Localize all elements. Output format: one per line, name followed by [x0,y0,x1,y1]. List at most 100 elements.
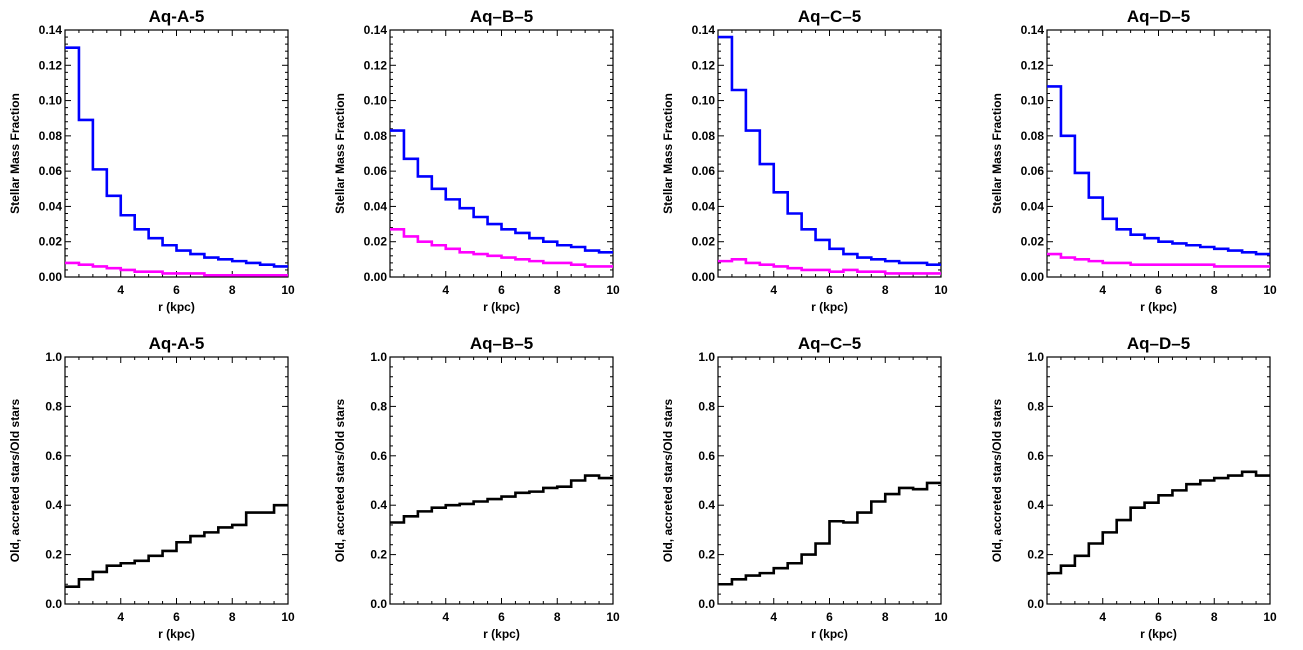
plot-frame [1046,356,1271,605]
y-tick-label: 0.08 [1021,129,1045,143]
y-tick-label: 0.12 [364,58,388,72]
series-line-2 [65,261,288,277]
y-tick-label: 0.0 [370,597,387,611]
y-axis-label: Stellar Mass Fraction [990,93,1004,214]
y-axis-label: Stellar Mass Fraction [661,93,675,214]
panel-title: Aq-A-5 [149,7,205,26]
y-tick-label: 0.02 [364,235,388,249]
panel-title: Aq–D–5 [1127,334,1190,353]
x-tick-label: 8 [882,283,889,297]
x-tick-label: 6 [826,283,833,297]
y-tick-label: 0.04 [1021,199,1045,213]
y-tick-label: 1.0 [45,350,62,364]
x-tick-label: 10 [1263,283,1277,297]
x-tick-label: 8 [229,283,236,297]
panel-title: Aq–D–5 [1127,7,1190,26]
x-axis-label: r (kpc) [811,627,848,641]
x-tick-label: 8 [554,283,561,297]
x-axis-label: r (kpc) [811,300,848,314]
x-tick-label: 4 [442,610,449,624]
x-axis-label: r (kpc) [158,627,195,641]
y-axis-label: Stellar Mass Fraction [8,93,22,214]
series-line-2 [718,258,941,275]
y-axis-label: Old, accreted stars/Old stars [333,398,347,562]
x-tick-label: 6 [173,610,180,624]
y-tick-label: 0.0 [1027,597,1044,611]
y-tick-label: 0.8 [1027,399,1044,413]
y-tick-label: 0.2 [698,548,715,562]
series-line-1 [1047,85,1270,256]
chart-panel-4: Aq–D–5 4 6 8 10 0.00 0.02 0.04 0.06 0.08 0.10 0.12 0… [990,7,1277,314]
x-tick-label: 10 [606,283,620,297]
series-line-1 [65,503,288,589]
y-tick-label: 0.4 [45,498,62,512]
x-tick-label: 8 [1211,610,1218,624]
y-tick-label: 0.0 [698,597,715,611]
panel-title: Aq–C–5 [798,7,861,26]
x-tick-label: 6 [173,283,180,297]
y-tick-label: 0.14 [39,23,63,37]
x-tick-label: 4 [117,283,124,297]
panel-title: Aq–B–5 [470,334,533,353]
x-tick-label: 8 [554,610,561,624]
y-tick-label: 0.00 [364,270,388,284]
x-axis-label: r (kpc) [1140,627,1177,641]
plot-frame [64,29,289,278]
x-tick-label: 10 [281,283,295,297]
series-line-1 [718,35,941,266]
x-tick-label: 4 [117,610,124,624]
y-tick-label: 0.6 [698,449,715,463]
x-tick-label: 6 [1155,283,1162,297]
y-tick-label: 0.8 [45,399,62,413]
y-tick-label: 0.06 [692,164,716,178]
y-tick-label: 0.10 [364,94,388,108]
x-tick-label: 10 [934,283,948,297]
chart-panel-2: Aq–B–5 4 6 8 10 0.00 0.02 0.04 0.06 0.08 0.10 0.12 0… [333,7,620,314]
series-line-1 [390,129,613,254]
y-tick-label: 0.02 [39,235,63,249]
y-tick-label: 0.6 [45,449,62,463]
y-tick-label: 0.2 [45,548,62,562]
y-tick-label: 0.04 [364,199,388,213]
y-axis-label: Stellar Mass Fraction [333,93,347,214]
x-tick-label: 8 [882,610,889,624]
x-tick-label: 6 [826,610,833,624]
panel-title: Aq–B–5 [470,7,533,26]
y-tick-label: 0.06 [1021,164,1045,178]
x-axis-label: r (kpc) [483,300,520,314]
y-tick-label: 0.14 [692,23,716,37]
y-tick-label: 1.0 [370,350,387,364]
series-line-1 [390,474,613,524]
y-tick-label: 0.0 [45,597,62,611]
plot-frame [64,356,289,605]
y-tick-label: 0.10 [39,94,63,108]
y-tick-label: 0.00 [39,270,63,284]
x-axis-label: r (kpc) [483,627,520,641]
series-line-1 [718,481,941,586]
x-tick-label: 4 [770,283,777,297]
x-tick-label: 10 [281,610,295,624]
y-tick-label: 0.8 [698,399,715,413]
series-line-2 [1047,252,1270,268]
panel-title: Aq–C–5 [798,334,861,353]
y-tick-label: 0.4 [698,498,715,512]
y-tick-label: 0.08 [39,129,63,143]
x-tick-label: 10 [934,610,948,624]
x-tick-label: 8 [229,610,236,624]
y-axis-label: Old, accreted stars/Old stars [661,398,675,562]
y-tick-label: 0.00 [1021,270,1045,284]
y-tick-label: 0.4 [370,498,387,512]
chart-panel-3: Aq–C–5 4 6 8 10 0.00 0.02 0.04 0.06 0.08 0.10 0.12 0… [661,7,948,314]
series-line-1 [65,46,288,268]
y-tick-label: 0.6 [370,449,387,463]
y-tick-label: 0.02 [1021,235,1045,249]
y-tick-label: 1.0 [1027,350,1044,364]
y-tick-label: 0.00 [692,270,716,284]
x-tick-label: 8 [1211,283,1218,297]
panel-title: Aq-A-5 [149,334,205,353]
plot-frame [717,356,942,605]
y-tick-label: 0.6 [1027,449,1044,463]
x-tick-label: 4 [770,610,777,624]
y-tick-label: 0.4 [1027,498,1044,512]
